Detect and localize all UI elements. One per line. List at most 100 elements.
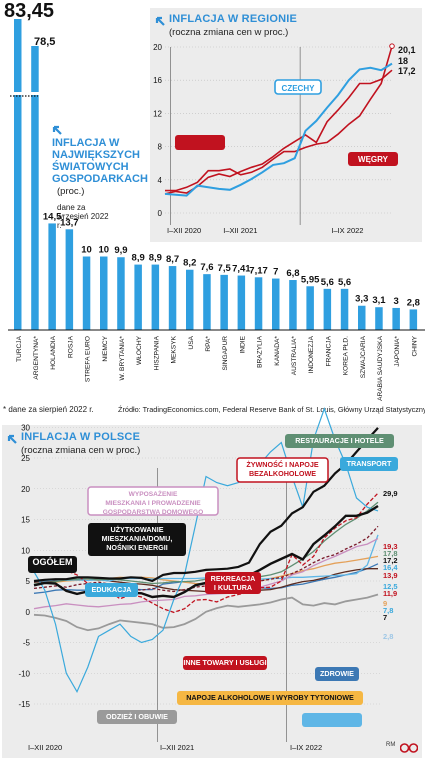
bar-category-label: USA xyxy=(188,335,195,349)
clothing-label-box xyxy=(97,710,177,724)
poland-end-label: 19,3 xyxy=(383,542,398,551)
bar-meksyk xyxy=(168,266,177,330)
housing-label-box xyxy=(88,523,186,556)
bar-value-label: 7 xyxy=(273,267,278,278)
bar-korea-pld xyxy=(340,288,349,330)
bar-category-label: MEKSYK xyxy=(171,335,178,363)
wegry-label-box xyxy=(348,152,398,166)
bar-value-label: 7,17 xyxy=(249,265,268,276)
bar-value-label: 10 xyxy=(81,245,92,256)
bar-value-label: 8,9 xyxy=(149,253,162,264)
diagonal-arrow-icon xyxy=(7,431,17,444)
poland-series-odziez-i-obuwie xyxy=(33,593,379,632)
alcohol-label: NAPOJE ALKOHOLOWE I WYROBY TYTONIOWE xyxy=(186,693,354,702)
bar-category-label: ARGENTYNA* xyxy=(33,336,40,380)
bar-indonezja xyxy=(306,286,314,330)
bar-category-label: BRAZYLIA xyxy=(257,335,264,367)
czechy-label-box xyxy=(274,79,322,95)
restaurants-label: RESTAURACJE I HOTELE xyxy=(295,436,384,445)
poland-end-label: 2,8 xyxy=(383,632,393,641)
poland-x-tick: I–XII 2020 xyxy=(28,743,62,752)
clothing-label: ODZIEŻ I OBUWIE xyxy=(106,712,168,721)
region-line-chart: 0 4 8 12 16 20 I–XII 2020 I–XII 2021 I–IX 2022 20… xyxy=(153,43,416,235)
recreation-label: I KULTURA xyxy=(214,583,252,592)
wegry-label: WĘGRY xyxy=(358,155,389,164)
region-y-tick: 16 xyxy=(153,76,162,85)
bar-category-label: CHINY xyxy=(411,335,418,356)
diagonal-arrow-icon xyxy=(155,13,165,26)
poland-end-label: 11,9 xyxy=(383,589,397,598)
bar-value-label: 13,7 xyxy=(60,217,79,228)
furnishing-label-box xyxy=(87,486,219,516)
bar-value-label: 8,9 xyxy=(132,253,145,264)
poland-series-transport xyxy=(33,406,379,694)
bar-wlochy xyxy=(134,264,142,330)
bar-category-label: ARABIA SAUDYJSKA xyxy=(377,335,384,400)
housing-label: NOŚNIKI ENERGII xyxy=(106,543,168,552)
region-x-tick: I–XII 2020 xyxy=(167,226,201,235)
poland-end-label: 17,8 xyxy=(383,549,398,558)
bar-chart-unit: (proc.) xyxy=(57,186,85,197)
bar-chart-note: dane za wrzesień 2022 r. xyxy=(57,203,109,230)
axis-break-gap xyxy=(10,92,40,95)
furnishing-label: MIESZKANIA I PROWADZENIE xyxy=(105,500,201,507)
bar-category-label: W. BRYTANIA* xyxy=(119,336,126,381)
health-label-box xyxy=(315,667,359,681)
furnishing-label: GOSPODARSTWA DOMOWEGO xyxy=(103,509,204,516)
bar-value-label: 2,8 xyxy=(407,297,420,308)
bar-category-label: HOLANDIA xyxy=(50,335,57,369)
recreation-label-box xyxy=(205,572,261,594)
region-y-tick: 20 xyxy=(153,43,162,52)
bar-value-label: 3,3 xyxy=(355,294,368,305)
bar-value-label: 5,95 xyxy=(301,274,320,285)
bar-australia xyxy=(289,280,297,330)
bar-value-label: 8,2 xyxy=(183,258,196,269)
bar-strefa-euro xyxy=(82,256,91,330)
poland-y-tick: 10 xyxy=(21,546,30,555)
source-note: Źródło: TradingEconomics.com, Federal Re… xyxy=(118,405,425,414)
turkey-value-label: 83,45 xyxy=(4,0,55,22)
bar-value-label: 8,7 xyxy=(166,254,179,265)
dziennik-gazeta-prawna-logo xyxy=(399,740,419,753)
bar-value-label: 14,5 xyxy=(43,211,62,222)
bar-category-label: AUSTRALIA* xyxy=(291,336,298,376)
furnishing-label: WYPOSAŻENIE xyxy=(129,490,178,498)
region-y-tick: 8 xyxy=(158,143,163,152)
poland-y-tick: 5 xyxy=(26,577,31,586)
bar-usa xyxy=(186,269,194,330)
poland-end-label: 12,5 xyxy=(383,582,398,591)
diagonal-arrow-icon xyxy=(52,122,62,135)
region-y-tick: 0 xyxy=(158,209,163,218)
bar-category-label: WŁOCHY xyxy=(136,335,143,365)
bar-value-label: 7,6 xyxy=(200,262,213,273)
poland-end-label: 7,8 xyxy=(383,606,393,615)
bar-indie xyxy=(237,275,246,330)
poland-y-tick: 15 xyxy=(21,516,30,525)
region-y-tick: 12 xyxy=(153,109,162,118)
poland-end-label: 29,9 xyxy=(383,489,398,498)
red-series-label-box xyxy=(175,135,225,150)
bar-argentyna xyxy=(31,46,39,330)
transport-label-box xyxy=(340,457,398,471)
restaurants-label-box xyxy=(285,434,394,448)
region-series-czechy xyxy=(164,62,393,197)
bar-turcja xyxy=(14,19,22,330)
bar-w-brytania xyxy=(117,257,125,330)
housing-label: MIESZKANIA/DOMU, xyxy=(102,534,173,543)
bar-category-label: KANADA* xyxy=(274,336,281,366)
poland-end-label: 13,9 xyxy=(383,571,398,580)
region-end-label: 17,2 xyxy=(398,66,416,76)
poland-x-tick: I–IX 2022 xyxy=(290,743,322,752)
poland-x-tick: I–XII 2021 xyxy=(160,743,194,752)
region-x-tick: I–XII 2021 xyxy=(223,226,257,235)
bar-arabia-saudyjska xyxy=(375,307,383,330)
bar-value-label: 5,6 xyxy=(321,277,334,288)
poland-y-tick: -15 xyxy=(18,700,30,709)
bar-value-label: 7,41 xyxy=(232,264,251,275)
poland-end-label: 9 xyxy=(383,599,387,608)
blank-label-box xyxy=(302,713,362,727)
bar-chiny xyxy=(409,309,418,330)
recreation-label: REKREACJA xyxy=(211,574,256,583)
education-label-box xyxy=(85,583,138,597)
